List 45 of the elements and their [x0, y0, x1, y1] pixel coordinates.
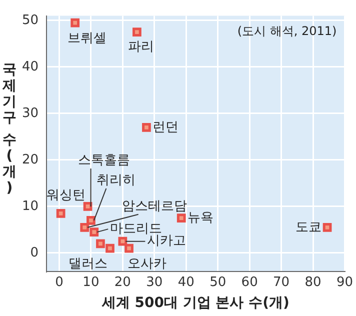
point — [118, 236, 128, 246]
point — [322, 222, 332, 232]
point — [70, 18, 80, 28]
annotation: 취리히 — [96, 172, 136, 188]
annotation: 뉴욕 — [187, 210, 214, 226]
x-tick-label: 60 — [241, 274, 258, 290]
point — [132, 28, 142, 37]
annotation: 암스테르담 — [122, 198, 188, 214]
x-tick-label: 10 — [82, 274, 100, 290]
x-tick-label: 80 — [304, 274, 322, 290]
point — [176, 214, 186, 223]
x-tick-label: 20 — [114, 274, 131, 290]
x-tick-label: 50 — [210, 274, 226, 290]
annotation: 파리 — [128, 39, 154, 54]
annotation: 댈러스 — [68, 256, 108, 272]
point — [96, 239, 105, 248]
x-axis-title: 세계 500대 기업 본사 수(개) — [100, 295, 290, 312]
x-tick-label: 70 — [273, 274, 290, 290]
annotation: 오사카 — [128, 256, 167, 272]
y-tick-label: 40 — [22, 59, 39, 74]
annotation: 브뤼셀 — [68, 31, 107, 46]
annotation: 시카고 — [147, 234, 186, 249]
x-tick-label: 30 — [146, 274, 163, 290]
x-tick-label: 0 — [55, 274, 64, 290]
annotation: (도시 해석, 2011) — [237, 24, 337, 38]
point — [86, 216, 96, 225]
x-tick-label: 90 — [336, 274, 353, 290]
y-tick-label: 20 — [22, 152, 39, 168]
x-tick-label: 40 — [178, 274, 194, 290]
point — [106, 244, 114, 253]
annotation: 도쿄 — [295, 220, 322, 235]
point — [142, 122, 151, 132]
y-axis-title: 국제기구 수(개) — [2, 62, 17, 196]
point — [83, 202, 92, 211]
annotation: 스톡홀름 — [78, 152, 130, 168]
point — [90, 228, 99, 236]
y-tick-label: 50 — [22, 12, 39, 28]
point — [56, 209, 66, 218]
y-tick-label: 30 — [22, 106, 39, 121]
y-tick-label: 10 — [22, 198, 39, 214]
annotation: 워싱턴 — [46, 188, 86, 203]
y-tick-label: 0 — [30, 245, 39, 260]
point — [80, 222, 90, 232]
point — [124, 244, 134, 253]
annotation: 런던 — [152, 120, 178, 135]
